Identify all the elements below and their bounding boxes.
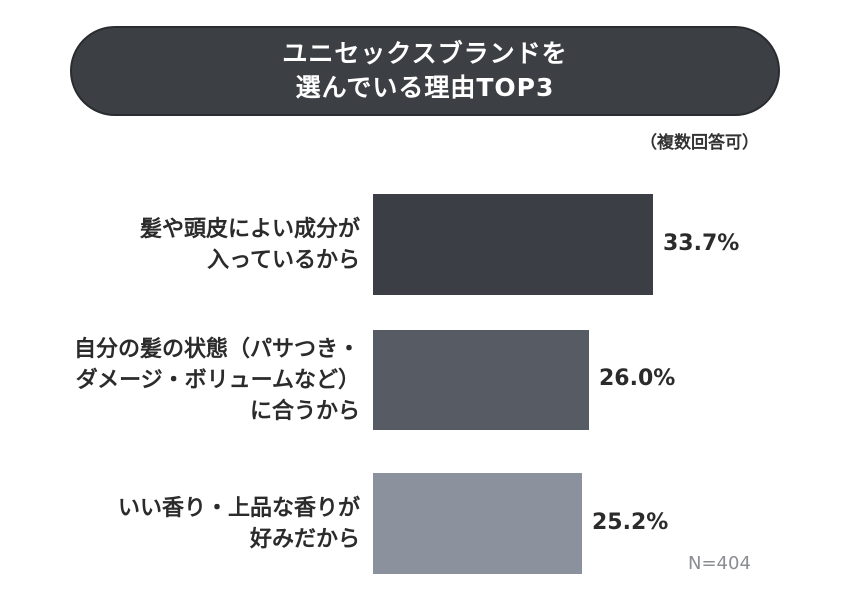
value-label-2: 26.0%: [599, 366, 676, 391]
category-label-2-line-2: ダメージ・ボリュームなど）: [75, 367, 360, 393]
chart-title-line-2: 選んでいる理由TOP3: [295, 73, 555, 102]
bar-1: [373, 194, 653, 295]
sample-size-label: N=404: [688, 553, 751, 574]
category-label-2: 自分の髪の状態（パサつき・ ダメージ・ボリュームなど） に合うから: [74, 334, 360, 427]
category-label-2-line-1: 自分の髪の状態（パサつき・: [73, 336, 360, 362]
chart-title: ユニセックスブランドを 選んでいる理由TOP3: [70, 26, 780, 116]
value-label-3: 25.2%: [592, 509, 669, 535]
category-label-2-line-3: に合うから: [249, 398, 360, 424]
category-label-3: いい香り・上品な香りが好みだから: [118, 493, 360, 555]
category-label-3-line-2: 好みだから: [249, 526, 360, 552]
multiple-answer-note: （複数回答可）: [640, 133, 759, 153]
category-label-1-line-1: 髪や頭皮によい成分が: [139, 216, 360, 242]
bar-2: [373, 330, 589, 430]
category-label-1: 髪や頭皮によい成分が入っているから: [140, 214, 360, 276]
category-label-3-line-1: いい香り・上品な香りが: [117, 495, 360, 521]
bar-3: [373, 473, 582, 574]
value-label-1: 33.7%: [663, 230, 740, 256]
category-label-1-line-2: 入っているから: [207, 247, 360, 273]
chart-title-line-1: ユニセックスブランドを: [282, 39, 568, 68]
